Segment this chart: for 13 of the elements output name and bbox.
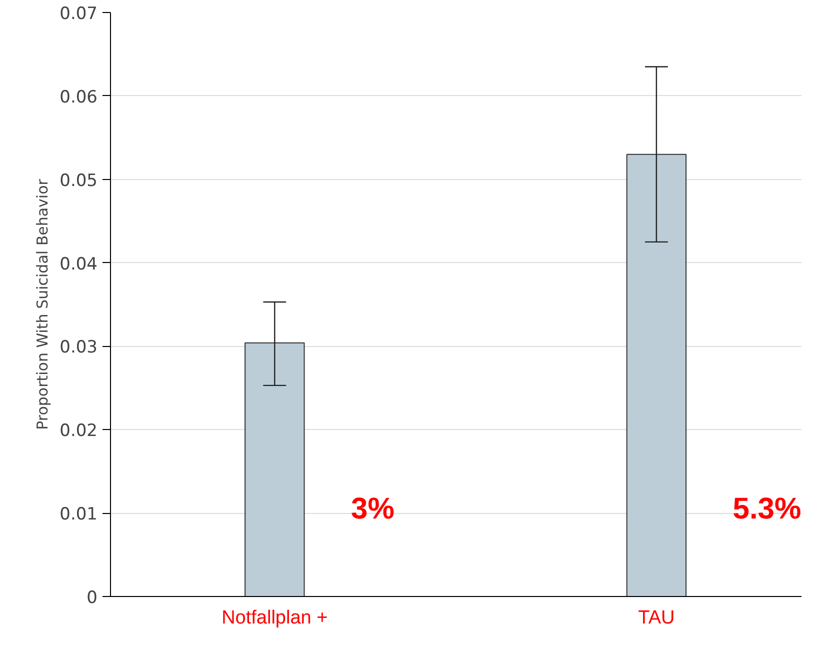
y-tick-label: 0 [86, 588, 98, 608]
x-tick-label: Notfallplan + [222, 608, 328, 628]
x-tick-label: TAU [638, 608, 675, 628]
annotation: 3% [351, 492, 394, 526]
y-tick-label: 0.07 [60, 4, 98, 24]
y-tick-label: 0.03 [60, 338, 98, 358]
annotation: 5.3% [732, 492, 802, 526]
y-tick-label: 0.05 [60, 170, 98, 191]
y-tick-label: 0.06 [60, 87, 98, 108]
y-tick-label: 0.01 [60, 504, 98, 525]
y-tick-label: 0.02 [60, 421, 98, 442]
y-axis-title: Proportion With Suicidal Behavior [34, 178, 52, 430]
y-tick-label: 0.04 [60, 254, 98, 274]
